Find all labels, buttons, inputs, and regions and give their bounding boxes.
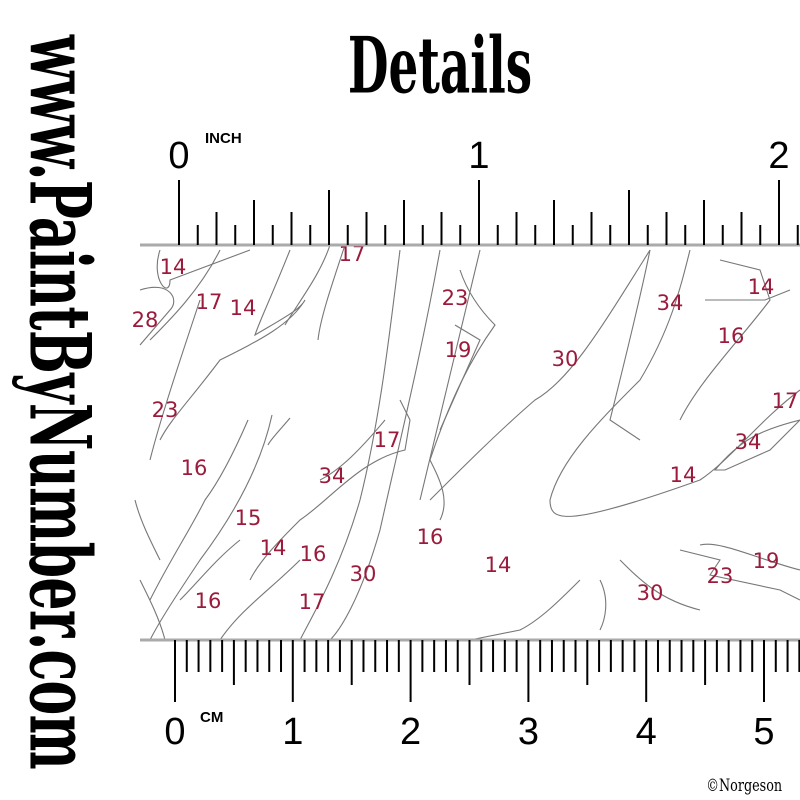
region-number: 17 [772, 389, 799, 413]
cm-label: 5 [753, 711, 774, 753]
region-number: 34 [657, 291, 684, 315]
region-outline [284, 244, 331, 326]
region-numbers: 14 17 14 28 23 16 15 14 16 16 17 30 34 17 16 14 23 19 30 34… [132, 242, 799, 614]
cm-label: 4 [636, 711, 657, 753]
region-outline [699, 543, 800, 571]
region-number: 16 [300, 542, 327, 566]
region-outline [219, 559, 301, 641]
region-number: 23 [442, 286, 469, 310]
cm-label: 0 [164, 711, 185, 753]
region-number: 14 [230, 296, 257, 320]
cm-label: 1 [282, 711, 303, 753]
region-number: 23 [707, 564, 734, 588]
region-outline [679, 549, 800, 601]
region-number: 16 [181, 456, 208, 480]
copyright: ©Norgeson [706, 776, 782, 796]
inch-label: 0 [168, 135, 189, 177]
region-outline [139, 286, 175, 346]
page-title: Details [347, 20, 533, 112]
region-outline [249, 399, 411, 581]
region-outline [429, 249, 651, 501]
region-number: 17 [196, 290, 223, 314]
region-number: 23 [152, 398, 179, 422]
region-outline [159, 249, 306, 441]
region-outline [134, 499, 161, 561]
region-number: 16 [417, 525, 444, 549]
region-outline [619, 559, 701, 611]
cm-unit-label: CM [200, 709, 223, 726]
region-number: 34 [735, 430, 762, 454]
inch-ruler: INCH 0 1 2 [140, 130, 800, 247]
region-number: 30 [350, 562, 377, 586]
region-number: 30 [552, 347, 579, 371]
region-number: 15 [235, 506, 262, 530]
region-outline [149, 249, 221, 341]
region-number: 19 [445, 338, 472, 362]
region-outline [179, 539, 241, 601]
region-outline [439, 324, 481, 431]
region-outline [149, 299, 201, 461]
inch-label: 1 [468, 135, 489, 177]
cm-ruler: CM 0 1 2 3 4 5 [140, 638, 800, 753]
region-number: 16 [718, 324, 745, 348]
region-number: 14 [485, 553, 512, 577]
region-number: 17 [374, 428, 401, 452]
region-outline [609, 249, 651, 441]
region-outline [317, 244, 346, 341]
region-outline [149, 419, 249, 601]
region-number: 17 [299, 590, 326, 614]
region-number: 14 [160, 255, 187, 279]
region-number: 34 [319, 464, 346, 488]
region-outline [419, 249, 481, 501]
region-number: 14 [670, 463, 697, 487]
region-outline [139, 579, 166, 641]
region-outline [156, 249, 251, 289]
region-outline [267, 417, 291, 446]
region-outlines [134, 244, 800, 641]
region-outline [319, 419, 386, 481]
cm-label: 3 [518, 711, 539, 753]
region-number: 14 [260, 536, 287, 560]
inch-unit-label: INCH [205, 130, 242, 147]
region-number: 14 [748, 275, 775, 299]
region-number: 28 [132, 308, 159, 332]
region-outline [599, 579, 607, 631]
cm-label: 2 [400, 711, 421, 753]
region-number: 30 [637, 581, 664, 605]
region-outline [329, 249, 441, 641]
inch-label: 2 [768, 135, 789, 177]
region-number: 19 [753, 549, 780, 573]
region-outline [705, 289, 791, 301]
region-outline [713, 419, 800, 471]
region-outline [149, 414, 273, 641]
region-outline [299, 249, 401, 641]
region-outline [469, 579, 581, 641]
region-outline [679, 259, 771, 421]
region-number: 16 [195, 589, 222, 613]
